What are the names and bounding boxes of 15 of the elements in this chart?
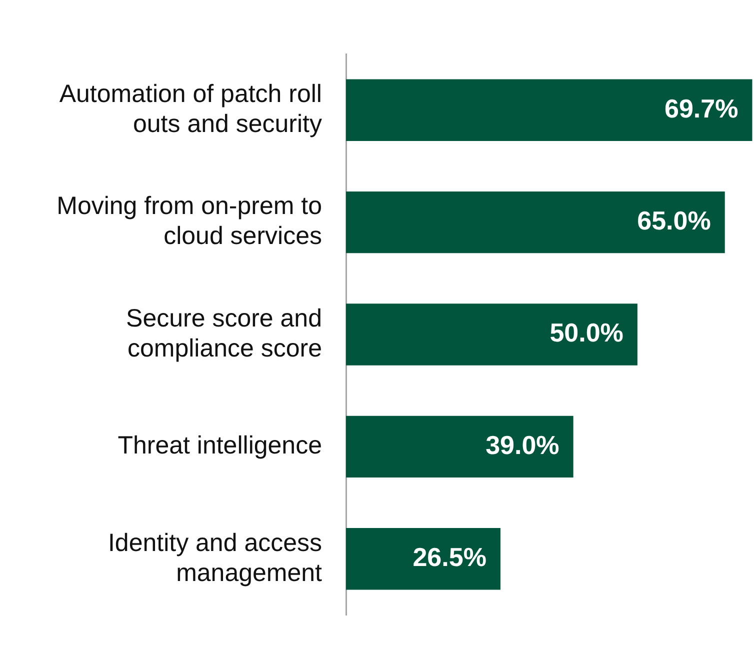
data-label: 26.5% [412, 542, 486, 572]
bar [346, 528, 500, 590]
data-label: 39.0% [486, 430, 560, 460]
bar [346, 304, 638, 366]
data-label: 65.0% [637, 205, 711, 236]
data-label: 69.7% [664, 93, 738, 124]
y-tick-label: Secure score and compliance score [126, 304, 322, 362]
y-tick-label: Moving from on-prem to cloud services [56, 192, 322, 250]
y-tick-label: Identity and access management [108, 528, 322, 587]
bar [346, 191, 725, 254]
data-label: 50.0% [550, 318, 624, 348]
bar [346, 416, 574, 478]
y-tick-label: Automation of patch roll outs and security [59, 80, 322, 138]
bar [346, 79, 752, 141]
y-tick-label: Threat intelligence [118, 432, 322, 460]
